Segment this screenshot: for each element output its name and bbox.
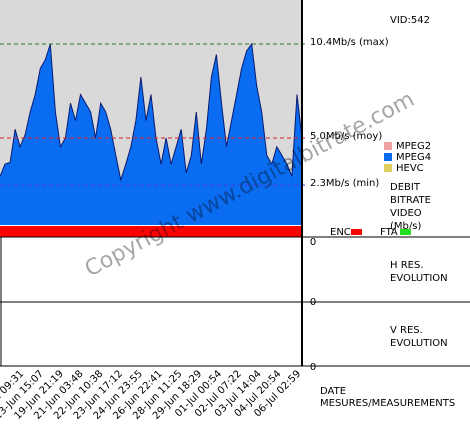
legend-swatch bbox=[384, 164, 392, 172]
panel-label: V RES. bbox=[390, 325, 423, 336]
panel-label: EVOLUTION bbox=[390, 338, 448, 349]
bitrate-area bbox=[0, 44, 302, 225]
zero-label: 0 bbox=[310, 297, 316, 308]
legend-label: MPEG2 bbox=[396, 141, 431, 152]
legend-swatch bbox=[384, 142, 392, 150]
panel-label: H RES. bbox=[390, 260, 424, 271]
y-axis-label: (Mb/s) bbox=[390, 221, 421, 232]
enc-bar bbox=[0, 226, 302, 237]
panel-label: EVOLUTION bbox=[390, 273, 448, 284]
legend-swatch bbox=[384, 153, 392, 161]
x-axis-label: DATE bbox=[320, 386, 346, 397]
y-axis-label: VIDEO bbox=[390, 208, 422, 219]
y-axis-label: DEBIT bbox=[390, 182, 421, 193]
legend-label: HEVC bbox=[396, 163, 424, 174]
vid-label: VID:542 bbox=[390, 15, 430, 26]
flag-label: ENC bbox=[330, 227, 351, 238]
reference-label: 2.3Mb/s (min) bbox=[310, 178, 379, 189]
flag-swatch bbox=[351, 229, 362, 235]
reference-label: 10.4Mb/s (max) bbox=[310, 37, 389, 48]
flag-swatch bbox=[400, 229, 411, 235]
x-axis-label: MESURES/MEASUREMENTS bbox=[320, 398, 455, 409]
y-axis-label: BITRATE bbox=[390, 195, 431, 206]
flag-label: FTA bbox=[380, 227, 398, 238]
reference-label: 5.0Mb/s (moy) bbox=[310, 131, 382, 142]
zero-label: 0 bbox=[310, 237, 316, 248]
legend-label: MPEG4 bbox=[396, 152, 431, 163]
zero-label: 0 bbox=[310, 362, 316, 373]
